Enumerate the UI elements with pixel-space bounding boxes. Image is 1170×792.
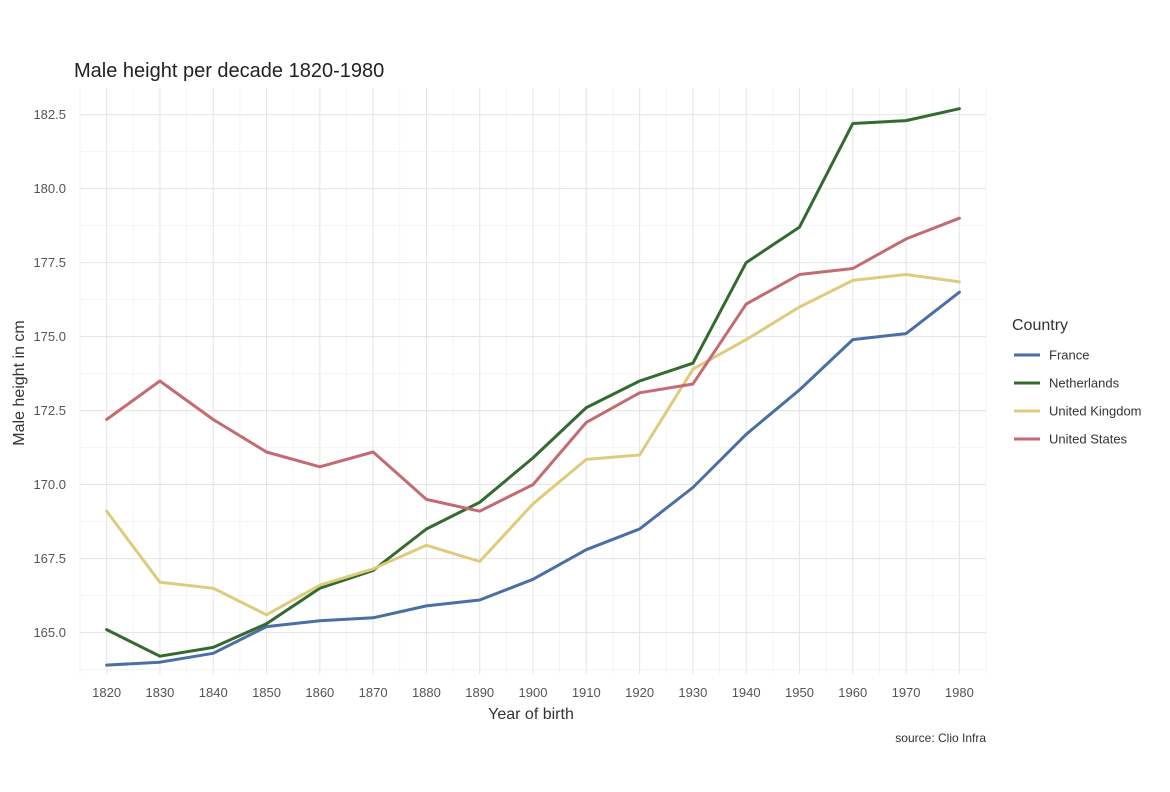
- y-tick-label: 180.0: [33, 181, 66, 196]
- y-tick-label: 167.5: [33, 551, 66, 566]
- series-line-france: [105, 290, 961, 667]
- x-tick-label: 1930: [678, 685, 707, 700]
- y-tick-labels: 165.0 167.5 170.0 172.5 175.0 177.5 180.0 182.5: [33, 107, 66, 640]
- series-line-united-kingdom: [105, 273, 961, 617]
- series-lines: [105, 107, 961, 667]
- x-tick-label: 1850: [252, 685, 281, 700]
- x-tick-label: 1900: [519, 685, 548, 700]
- x-tick-label: 1950: [785, 685, 814, 700]
- legend-label-united-kingdom: United Kingdom: [1049, 404, 1142, 419]
- x-tick-label: 1910: [572, 685, 601, 700]
- y-tick-label: 165.0: [33, 625, 66, 640]
- y-tick-label: 182.5: [33, 107, 66, 122]
- x-tick-label: 1920: [625, 685, 654, 700]
- legend-label-united-states: United States: [1049, 432, 1128, 447]
- source-caption: source: Clio Infra: [895, 731, 986, 745]
- y-tick-label: 172.5: [33, 403, 66, 418]
- x-tick-label: 1860: [305, 685, 334, 700]
- x-tick-label: 1870: [359, 685, 388, 700]
- grid-layer: [79, 88, 987, 674]
- legend-label-netherlands: Netherlands: [1049, 376, 1120, 391]
- y-axis-title: Male height in cm: [11, 320, 28, 445]
- x-tick-label: 1960: [838, 685, 867, 700]
- series-line-united-states: [105, 216, 961, 513]
- y-tick-label: 175.0: [33, 329, 66, 344]
- x-axis-title: Year of birth: [488, 706, 574, 723]
- series-line-netherlands: [105, 107, 961, 658]
- x-tick-label: 1880: [412, 685, 441, 700]
- x-tick-labels: 1820 1830 1840 1850 1860 1870 1880 1890 1900 1910…: [92, 685, 974, 700]
- y-tick-label: 177.5: [33, 255, 66, 270]
- legend: Country France Netherlands United Kingdom U…: [1012, 317, 1142, 447]
- legend-label-france: France: [1049, 348, 1089, 363]
- legend-items: France Netherlands United Kingdom United St…: [1014, 348, 1142, 447]
- chart-title: Male height per decade 1820-1980: [74, 60, 384, 82]
- y-tick-label: 170.0: [33, 477, 66, 492]
- x-tick-label: 1820: [92, 685, 121, 700]
- x-tick-label: 1830: [145, 685, 174, 700]
- x-tick-label: 1890: [465, 685, 494, 700]
- x-tick-label: 1980: [945, 685, 974, 700]
- legend-title: Country: [1012, 317, 1068, 334]
- x-tick-label: 1970: [892, 685, 921, 700]
- x-tick-label: 1940: [732, 685, 761, 700]
- x-tick-label: 1840: [199, 685, 228, 700]
